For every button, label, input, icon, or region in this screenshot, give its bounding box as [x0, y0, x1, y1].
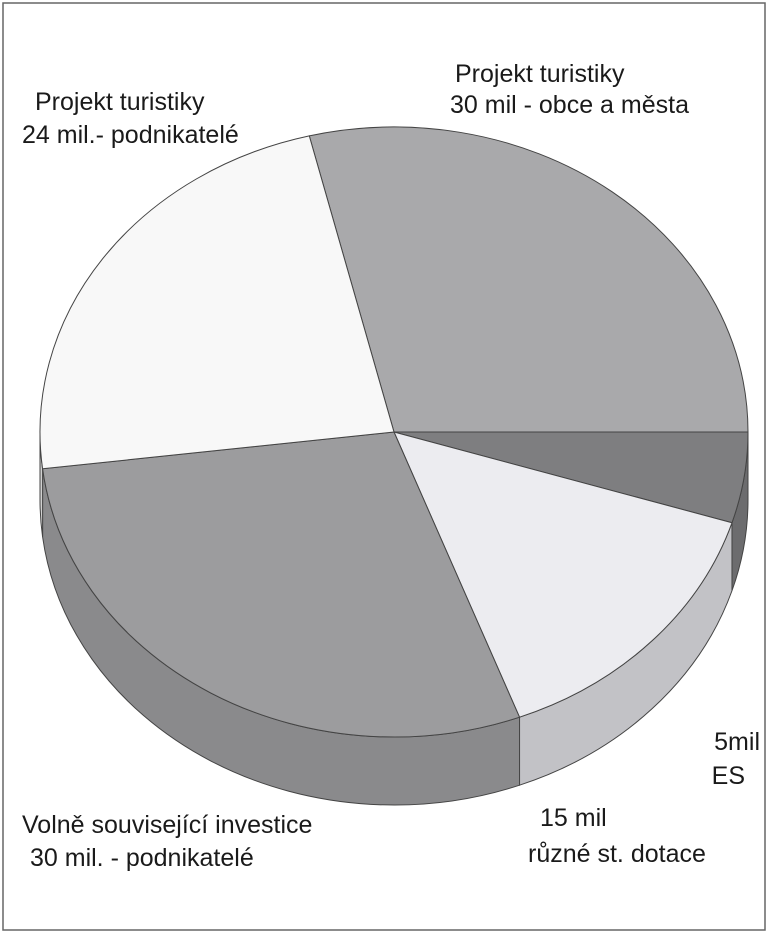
slice	[39, 135, 395, 470]
slice	[308, 126, 749, 433]
slice	[42, 431, 521, 738]
label: 24 mil.- podnikatelé	[22, 121, 239, 149]
label: 15 mil	[540, 804, 607, 832]
label: ES	[712, 762, 745, 790]
label: 30 mil - obce a města	[450, 91, 689, 119]
label: Volně související investice	[22, 811, 312, 839]
label: Projekt turistiky	[35, 88, 205, 116]
label: různé st. dotace	[528, 840, 706, 868]
slice	[393, 431, 733, 718]
label: 5mil	[714, 728, 760, 756]
label: Projekt turistiky	[455, 60, 625, 88]
pie	[39, 126, 749, 806]
label: 30 mil. - podnikatelé	[30, 844, 254, 872]
